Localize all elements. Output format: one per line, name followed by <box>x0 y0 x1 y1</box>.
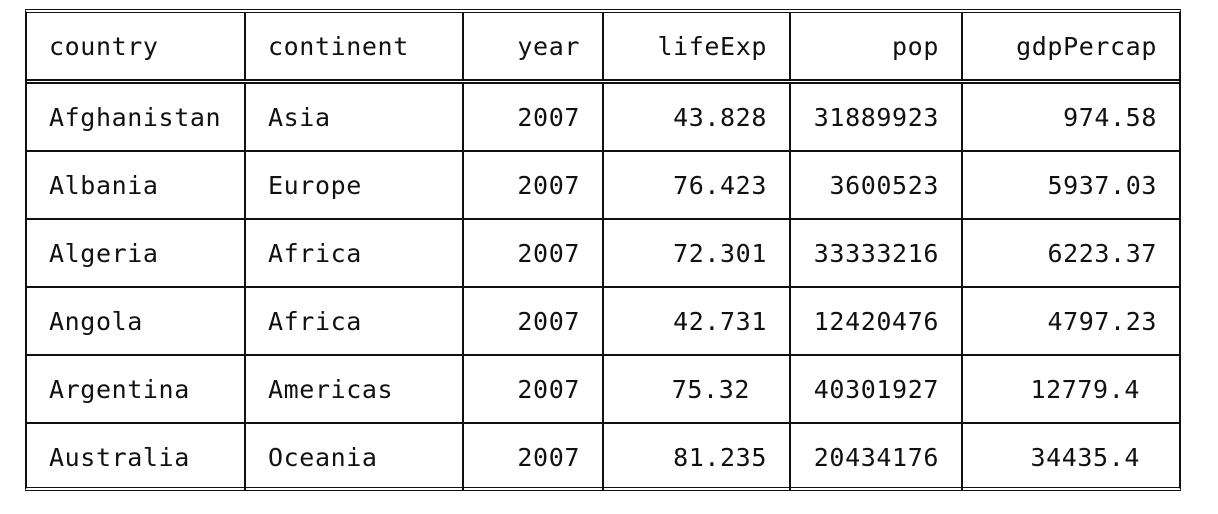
table-row: Albania Europe 2007 76.423 3600523 5937.… <box>27 151 1179 220</box>
column-header-lifeexp: lifeExp <box>602 13 791 84</box>
cell-lifeexp: 43.828 <box>602 81 791 152</box>
cell-gdppercap: 5937.03 <box>961 151 1179 220</box>
column-header-continent: continent <box>244 13 464 84</box>
header-row: country continent year lifeExp pop gdpPe… <box>27 13 1179 84</box>
cell-country: Albania <box>27 151 246 220</box>
cell-lifeexp: 75.32 <box>602 355 791 424</box>
table-row: Algeria Africa 2007 72.301 33333216 6223… <box>27 219 1179 288</box>
cell-continent: Africa <box>244 287 464 356</box>
cell-continent: Europe <box>244 151 464 220</box>
cell-country: Australia <box>27 423 246 490</box>
cell-continent: Americas <box>244 355 464 424</box>
cell-lifeexp: 42.731 <box>602 287 791 356</box>
column-header-year: year <box>462 13 604 84</box>
cell-pop: 40301927 <box>789 355 963 424</box>
cell-pop: 12420476 <box>789 287 963 356</box>
table-row: Australia Oceania 2007 81.235 20434176 3… <box>27 423 1179 490</box>
cell-pop: 33333216 <box>789 219 963 288</box>
cell-gdppercap: 6223.37 <box>961 219 1179 288</box>
column-header-pop: pop <box>789 13 963 84</box>
cell-country: Algeria <box>27 219 246 288</box>
cell-lifeexp: 76.423 <box>602 151 791 220</box>
cell-pop: 31889923 <box>789 81 963 152</box>
cell-pop: 20434176 <box>789 423 963 490</box>
cell-year: 2007 <box>462 423 604 490</box>
table-row: Afghanistan Asia 2007 43.828 31889923 97… <box>27 81 1179 152</box>
cell-continent: Oceania <box>244 423 464 490</box>
cell-lifeexp: 81.235 <box>602 423 791 490</box>
cell-year: 2007 <box>462 355 604 424</box>
cell-country: Argentina <box>27 355 246 424</box>
cell-gdppercap: 974.58 <box>961 81 1179 152</box>
cell-gdppercap: 34435.4 <box>961 423 1179 490</box>
cell-country: Angola <box>27 287 246 356</box>
cell-gdppercap: 12779.4 <box>961 355 1179 424</box>
cell-continent: Africa <box>244 219 464 288</box>
table-row: Angola Africa 2007 42.731 12420476 4797.… <box>27 287 1179 356</box>
column-header-gdppercap: gdpPercap <box>961 13 1179 84</box>
cell-pop: 3600523 <box>789 151 963 220</box>
cell-lifeexp: 72.301 <box>602 219 791 288</box>
data-table: country continent year lifeExp pop gdpPe… <box>25 9 1181 491</box>
column-header-country: country <box>27 13 246 84</box>
table-row: Argentina Americas 2007 75.32 40301927 1… <box>27 355 1179 424</box>
cell-country: Afghanistan <box>27 81 246 152</box>
cell-continent: Asia <box>244 81 464 152</box>
gapminder-table: country continent year lifeExp pop gdpPe… <box>27 13 1179 490</box>
cell-gdppercap: 4797.23 <box>961 287 1179 356</box>
cell-year: 2007 <box>462 81 604 152</box>
cell-year: 2007 <box>462 151 604 220</box>
cell-year: 2007 <box>462 219 604 288</box>
cell-year: 2007 <box>462 287 604 356</box>
